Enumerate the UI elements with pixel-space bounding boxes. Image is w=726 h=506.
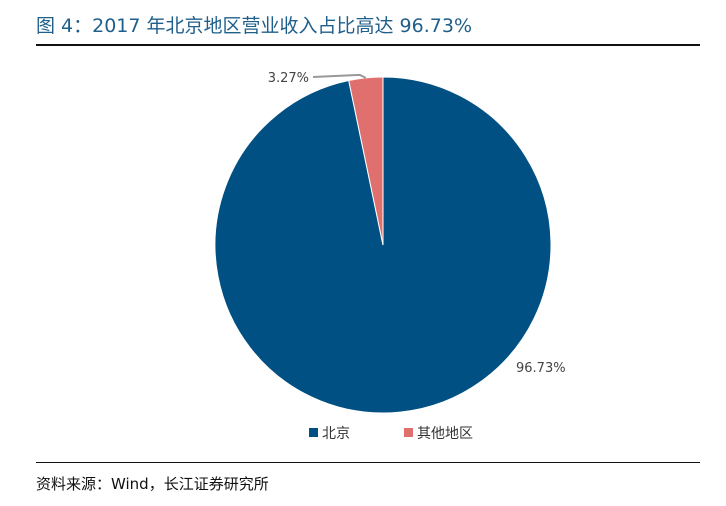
figure-title: 图 4：2017 年北京地区营业收入占比高达 96.73% <box>36 15 473 37</box>
legend-label-beijing: 北京 <box>322 426 350 442</box>
legend-label-others: 其他地区 <box>417 426 473 442</box>
source-note: 资料来源：Wind，长江证券研究所 <box>36 475 269 493</box>
legend-swatch-beijing <box>309 428 318 437</box>
legend-swatch-others <box>404 428 413 437</box>
top-rule <box>36 44 700 46</box>
legend: 北京 其他地区 <box>309 426 473 442</box>
data-label-beijing: 96.73% <box>516 361 566 376</box>
data-label-others: 3.27% <box>268 71 309 86</box>
leader-line-others <box>312 73 367 79</box>
pie-slices <box>214 76 552 414</box>
bottom-rule <box>36 462 700 463</box>
data-labels: 96.73% 3.27% <box>268 71 566 376</box>
